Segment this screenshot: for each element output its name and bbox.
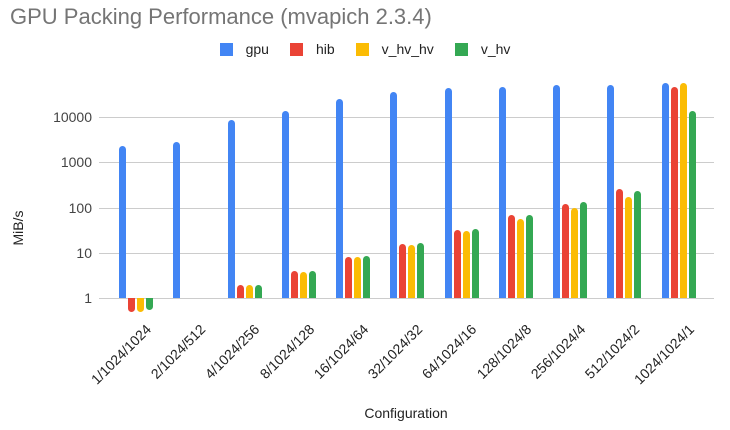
bar-hib bbox=[290, 270, 298, 298]
y-tick-label: 1000 bbox=[60, 154, 92, 170]
bar-v_hv bbox=[688, 110, 696, 298]
bar-gpu bbox=[173, 142, 181, 298]
gridline bbox=[99, 117, 714, 118]
y-tick-label: 100 bbox=[68, 200, 92, 216]
bar-v_hv_hv bbox=[408, 245, 416, 298]
bar-gpu bbox=[498, 86, 506, 298]
legend-swatch-icon bbox=[454, 42, 468, 56]
bar-gpu bbox=[336, 98, 343, 298]
bar-gpu bbox=[119, 145, 126, 298]
legend-label: v_hv_hv bbox=[381, 41, 434, 57]
legend-swatch-icon bbox=[219, 42, 233, 56]
bar-v_hv_hv bbox=[245, 285, 253, 298]
legend-label: v_hv bbox=[480, 41, 511, 57]
x-tick-label: 4/1024/256 bbox=[201, 321, 263, 382]
bar-v_hv_hv bbox=[516, 218, 524, 298]
y-tick-label: 10 bbox=[76, 245, 92, 261]
legend-swatch-icon bbox=[289, 42, 303, 56]
x-tick-label: 16/1024/64 bbox=[310, 321, 372, 382]
bar-hib bbox=[562, 203, 569, 298]
legend-item-gpu[interactable]: gpu bbox=[219, 41, 269, 57]
legend-swatch-icon bbox=[355, 42, 369, 56]
x-tick-label: 128/1024/8 bbox=[473, 321, 535, 382]
y-tick-label: 1 bbox=[84, 290, 92, 306]
y-tick-label: 10000 bbox=[53, 109, 92, 125]
bar-v_hv bbox=[580, 202, 587, 298]
bar-v_hv_hv bbox=[679, 82, 687, 298]
legend-item-v_hv_hv[interactable]: v_hv_hv bbox=[355, 41, 434, 57]
bar-v_hv_hv bbox=[571, 207, 578, 298]
bar-hib bbox=[128, 298, 135, 312]
bar-v_hv_hv bbox=[137, 298, 144, 312]
bar-v_hv bbox=[471, 229, 479, 298]
x-tick-label: 1/1024/1024 bbox=[87, 321, 155, 388]
x-tick-label: 256/1024/4 bbox=[527, 321, 589, 382]
bar-gpu bbox=[661, 82, 669, 298]
bar-gpu bbox=[553, 84, 560, 298]
x-axis-title: Configuration bbox=[364, 405, 448, 421]
bar-v_hv_hv bbox=[299, 271, 307, 298]
bar-hib bbox=[616, 189, 624, 298]
x-tick-label: 8/1024/128 bbox=[256, 321, 318, 382]
bar-v_hv bbox=[146, 298, 153, 310]
bar-gpu bbox=[390, 91, 398, 298]
bar-v_hv bbox=[254, 285, 262, 298]
bar-hib bbox=[453, 229, 461, 298]
x-tick-label: 2/1024/512 bbox=[147, 321, 209, 382]
bar-gpu bbox=[444, 87, 452, 298]
bar-hib bbox=[345, 256, 352, 298]
bar-v_hv_hv bbox=[462, 231, 470, 298]
bar-gpu bbox=[281, 110, 289, 298]
legend: gpu hib v_hv_hv v_hv bbox=[0, 40, 730, 58]
x-tick-label: 64/1024/16 bbox=[418, 321, 480, 382]
chart-title: GPU Packing Performance (mvapich 2.3.4) bbox=[10, 4, 432, 29]
bar-v_hv_hv bbox=[354, 257, 361, 298]
bar-hib bbox=[236, 285, 244, 298]
bar-hib bbox=[399, 243, 407, 298]
legend-item-hib[interactable]: hib bbox=[289, 41, 335, 57]
y-axis-title: MiB/s bbox=[10, 210, 26, 246]
bar-v_hv bbox=[525, 215, 533, 298]
bar-hib bbox=[670, 87, 678, 298]
gridline bbox=[99, 253, 714, 254]
bar-v_hv bbox=[363, 256, 370, 298]
gridline bbox=[99, 298, 714, 299]
bar-v_hv bbox=[308, 270, 316, 298]
x-tick-label: 32/1024/32 bbox=[364, 321, 426, 382]
bar-v_hv_hv bbox=[625, 197, 633, 298]
bar-gpu bbox=[227, 119, 235, 298]
bar-gpu bbox=[607, 85, 615, 298]
gridline bbox=[99, 162, 714, 163]
gridline bbox=[99, 208, 714, 209]
legend-label: hib bbox=[315, 41, 335, 57]
bar-v_hv bbox=[417, 242, 425, 298]
legend-item-v_hv[interactable]: v_hv bbox=[454, 41, 511, 57]
legend-label: gpu bbox=[245, 41, 269, 57]
bar-v_hv bbox=[634, 191, 642, 298]
bar-hib bbox=[507, 215, 515, 298]
